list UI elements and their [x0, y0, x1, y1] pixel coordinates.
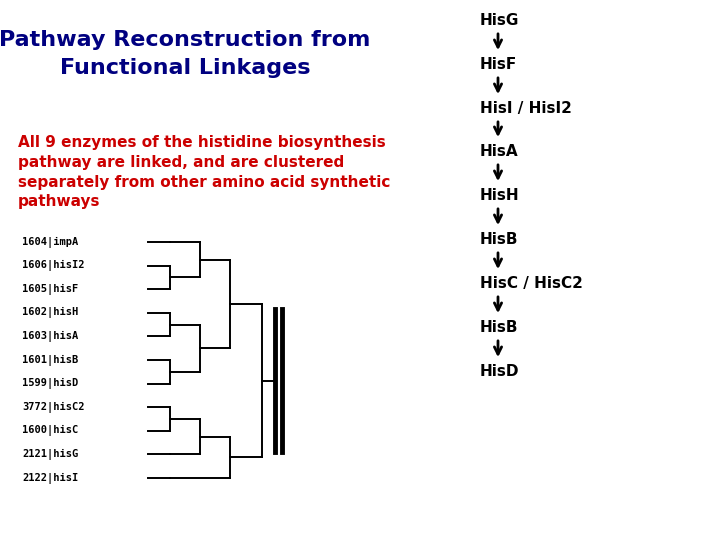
- Text: HisA: HisA: [480, 144, 518, 159]
- Text: 1602|hisH: 1602|hisH: [22, 307, 78, 318]
- Text: 1603|hisA: 1603|hisA: [22, 331, 78, 342]
- Text: HisB: HisB: [480, 320, 518, 335]
- Text: All 9 enzymes of the histidine biosynthesis
pathway are linked, and are clustere: All 9 enzymes of the histidine biosynthe…: [18, 135, 390, 210]
- Text: HisI / HisI2: HisI / HisI2: [480, 101, 572, 116]
- Text: 1604|impA: 1604|impA: [22, 237, 78, 247]
- Text: 1601|hisB: 1601|hisB: [22, 354, 78, 366]
- Text: Functional Linkages: Functional Linkages: [60, 58, 310, 78]
- Text: HisD: HisD: [480, 364, 520, 379]
- Text: 3772|hisC2: 3772|hisC2: [22, 402, 84, 413]
- Text: 1606|hisI2: 1606|hisI2: [22, 260, 84, 271]
- Text: HisB: HisB: [480, 232, 518, 247]
- Text: 2121|hisG: 2121|hisG: [22, 449, 78, 460]
- Text: 1599|hisD: 1599|hisD: [22, 378, 78, 389]
- Text: 1605|hisF: 1605|hisF: [22, 284, 78, 295]
- Text: 1600|hisC: 1600|hisC: [22, 426, 78, 436]
- Text: Pathway Reconstruction from: Pathway Reconstruction from: [0, 30, 371, 50]
- Text: HisC / HisC2: HisC / HisC2: [480, 276, 583, 291]
- Text: HisF: HisF: [480, 57, 517, 72]
- Text: HisG: HisG: [480, 13, 519, 28]
- Text: HisH: HisH: [480, 188, 520, 203]
- Text: 2122|hisI: 2122|hisI: [22, 472, 78, 483]
